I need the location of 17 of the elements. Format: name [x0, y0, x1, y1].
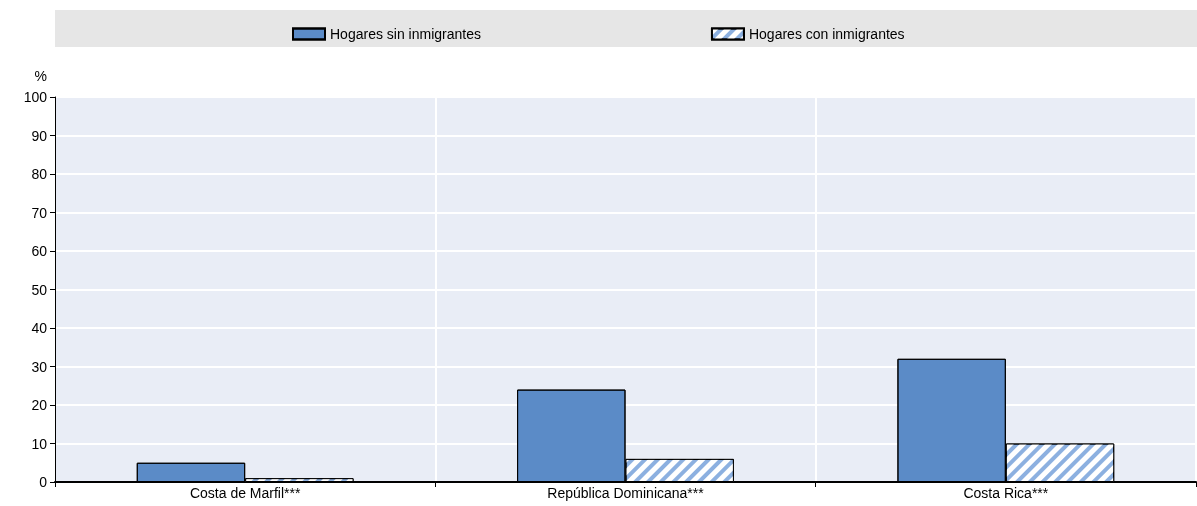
- y-tick-label: 60: [31, 243, 48, 259]
- y-tick-label: 40: [31, 320, 48, 336]
- y-tick-label: 10: [31, 435, 48, 452]
- y-tick-label: 70: [31, 204, 48, 221]
- legend-label: Hogares sin inmigrantes: [330, 26, 481, 42]
- x-tick-label: República Dominicana***: [547, 485, 705, 501]
- y-tick-label: 100: [23, 89, 48, 105]
- y-tick-label: 50: [31, 281, 48, 298]
- y-tick-label: 0: [39, 474, 48, 490]
- y-tick-label: 30: [31, 358, 48, 375]
- x-tick-label: Costa Rica***: [963, 485, 1049, 501]
- y-axis-title: %: [34, 68, 47, 84]
- y-tick-label: 90: [31, 127, 48, 144]
- x-tick-label: Costa de Marfil***: [189, 485, 301, 501]
- y-tick-label: 20: [31, 397, 48, 413]
- legend-label: Hogares con inmigrantes: [748, 26, 905, 42]
- y-tick-label: 80: [31, 166, 48, 182]
